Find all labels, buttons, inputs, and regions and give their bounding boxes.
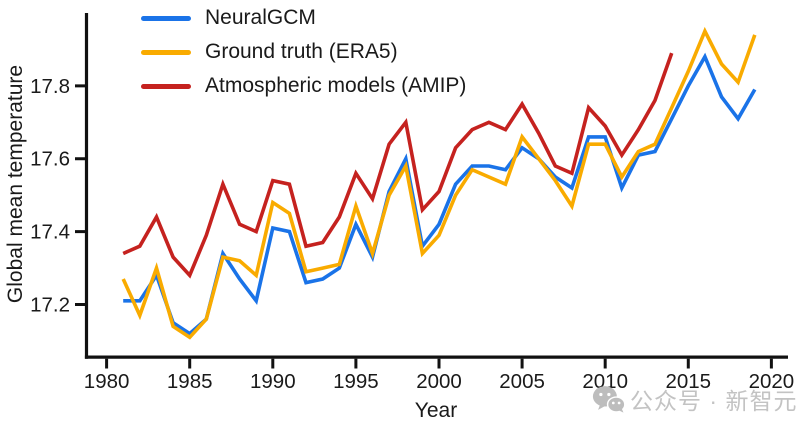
x-tick-label: 1980	[84, 370, 130, 393]
neuralgcm-line	[123, 52, 757, 336]
y-tick-label: 17.2	[30, 293, 70, 316]
y-tick-label: 17.4	[30, 221, 70, 244]
legend-item-neuralgcm: NeuralGCM	[141, 1, 466, 35]
y-axis-title: Global mean temperature	[4, 64, 27, 304]
x-axis-title: Year	[414, 399, 458, 422]
x-tick-label: 1990	[250, 370, 296, 393]
amip-line	[122, 52, 674, 279]
legend-label-neuralgcm: NeuralGCM	[205, 6, 316, 29]
neuralgcm-line-swatch	[141, 15, 191, 21]
legend-label-amip: Atmospheric models (AMIP)	[205, 74, 467, 97]
watermark-text: 公众号 · 新智元	[630, 388, 798, 414]
x-tick-label: 2015	[665, 370, 711, 393]
legend-item-amip: Atmospheric models (AMIP)	[141, 69, 466, 103]
legend: NeuralGCM Ground truth (ERA5) Atmospheri…	[141, 1, 466, 103]
legend-label-era5: Ground truth (ERA5)	[205, 40, 398, 63]
y-tick-label: 17.6	[30, 148, 70, 171]
era5-line	[121, 26, 757, 340]
era5-line-swatch	[141, 49, 191, 55]
y-tick-label: 17.8	[30, 75, 70, 98]
watermark: 公众号 · 新智元	[592, 382, 797, 416]
x-tick-label: 1995	[333, 370, 379, 393]
amip-line-swatch	[141, 83, 191, 89]
legend-item-era5: Ground truth (ERA5)	[141, 35, 466, 69]
x-tick-label: 2010	[582, 370, 628, 393]
x-tick-label: 2005	[499, 370, 545, 393]
x-tick-label: 2000	[416, 370, 462, 393]
x-tick-label: 2020	[749, 370, 795, 393]
wechat-icon	[592, 385, 625, 413]
x-tick-label: 1985	[167, 370, 213, 393]
